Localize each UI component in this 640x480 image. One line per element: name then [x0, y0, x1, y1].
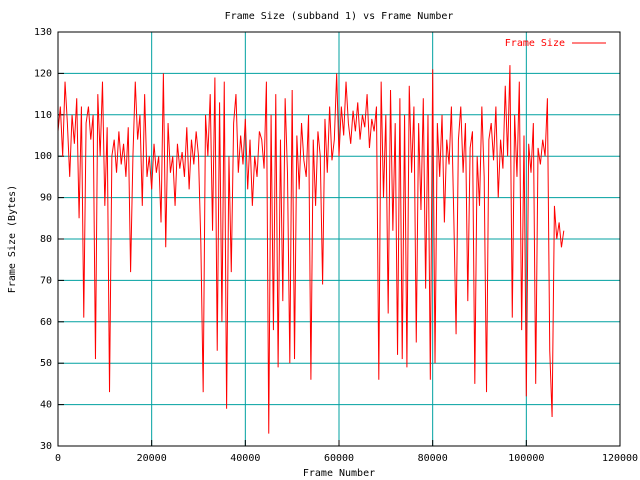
y-tick-label: 70 — [40, 275, 52, 286]
y-tick-label: 90 — [40, 193, 52, 204]
y-tick-label: 100 — [34, 151, 52, 162]
series-line — [57, 65, 565, 434]
x-tick-label: 120000 — [602, 453, 638, 464]
legend-label: Frame Size — [505, 38, 565, 49]
y-tick-label: 30 — [40, 441, 52, 452]
y-tick-label: 40 — [40, 400, 52, 411]
x-axis-label: Frame Number — [303, 468, 375, 479]
y-tick-label: 60 — [40, 317, 52, 328]
x-tick-label: 20000 — [137, 453, 167, 464]
y-tick-label: 50 — [40, 358, 52, 369]
x-tick-label: 60000 — [324, 453, 354, 464]
y-tick-label: 120 — [34, 68, 52, 79]
y-axis-label: Frame Size (Bytes) — [7, 185, 18, 293]
y-tick-label: 80 — [40, 234, 52, 245]
y-tick-label: 110 — [34, 110, 52, 121]
x-tick-label: 0 — [55, 453, 61, 464]
y-tick-label: 130 — [34, 27, 52, 38]
x-tick-label: 40000 — [230, 453, 260, 464]
chart-title: Frame Size (subband 1) vs Frame Number — [225, 11, 454, 22]
x-tick-label: 100000 — [508, 453, 544, 464]
x-tick-label: 80000 — [418, 453, 448, 464]
plot-frame — [57, 31, 621, 447]
